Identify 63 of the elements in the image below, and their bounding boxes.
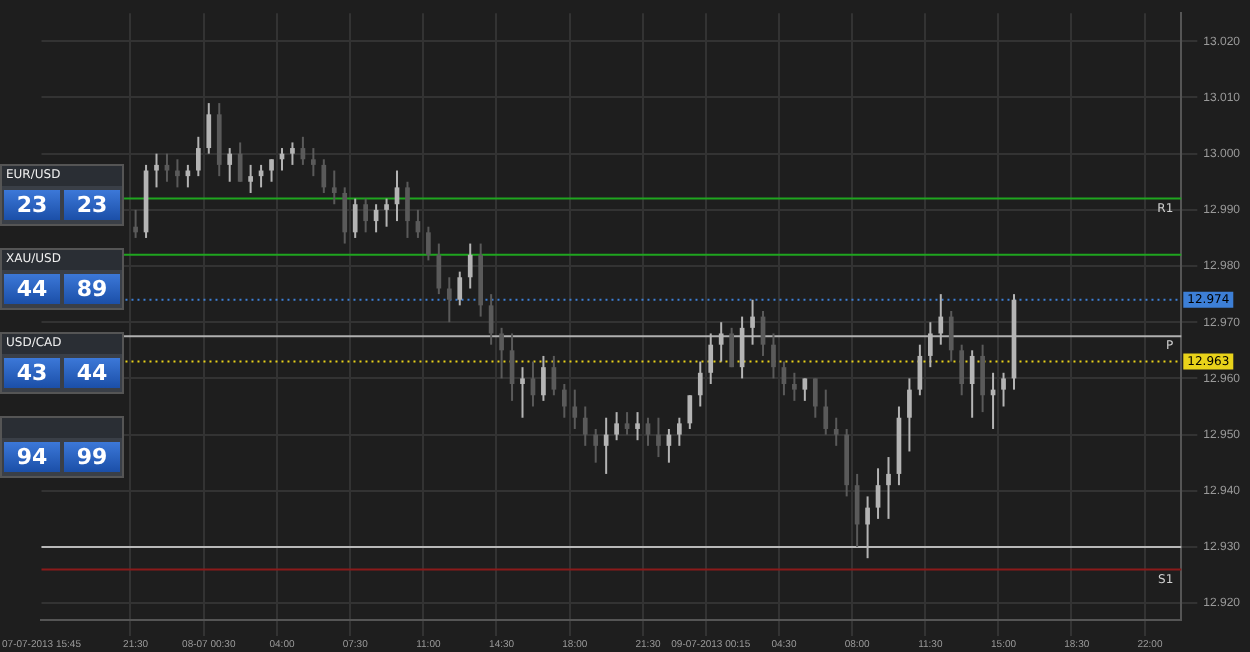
candlestick [802,377,808,402]
candlestick [541,354,546,402]
candlestick [363,197,368,234]
candlestick [886,456,891,520]
annotation: 23 [64,190,120,220]
candlestick [520,366,525,419]
annotation: 44 [4,274,60,304]
annotation: 94 [4,442,60,472]
candlestick [561,383,567,419]
candlestick [823,388,829,436]
annotation: 44 [64,358,120,388]
candlestick [499,326,504,380]
candlestick [175,158,180,189]
candlestick [290,141,295,166]
candlestick [593,427,599,464]
candlestick [195,135,201,178]
candlestick [635,411,640,442]
candlestick [342,186,348,245]
candlestick [603,416,609,475]
candlestick [384,197,389,228]
candlestick [645,416,651,447]
candlestick [154,152,159,189]
candlestick [687,394,693,430]
candlestick [582,405,588,447]
candlestick [959,343,965,397]
candlestick [1001,371,1006,408]
candlestick [833,416,839,447]
candlestick [969,349,975,419]
candlestick [624,411,630,436]
candlestick [426,225,431,262]
candlestick [980,343,985,414]
candlestick [729,326,734,369]
candlestick [164,152,170,183]
annotation: 43 [4,358,60,388]
candlestick [206,102,212,155]
annotation: 89 [64,274,120,304]
candlestick [269,158,274,183]
candlestick [227,147,233,183]
candlestick [697,360,703,408]
candlestick [237,141,243,183]
candlestick [467,242,473,290]
candlestick [907,377,912,453]
candlestick [572,388,578,430]
candlestick [457,270,463,307]
annotation: 23 [4,190,60,220]
candlestick [248,163,253,194]
candlestick [405,180,410,239]
candlestick [446,276,452,324]
candlestick [133,208,138,239]
candlestick [771,332,776,380]
candlestick [677,416,682,447]
candlestick [352,197,358,239]
candlestick [812,377,818,419]
candlestick [331,169,337,206]
candlestick [614,411,619,442]
candlestick [792,371,797,402]
annotation: 99 [64,442,120,472]
candlestick [436,242,442,296]
candlestick [311,147,316,178]
candlestick [656,416,661,459]
trade-panel: 94 99 [0,416,124,478]
candlestick [321,158,327,194]
candlestick [948,309,954,363]
